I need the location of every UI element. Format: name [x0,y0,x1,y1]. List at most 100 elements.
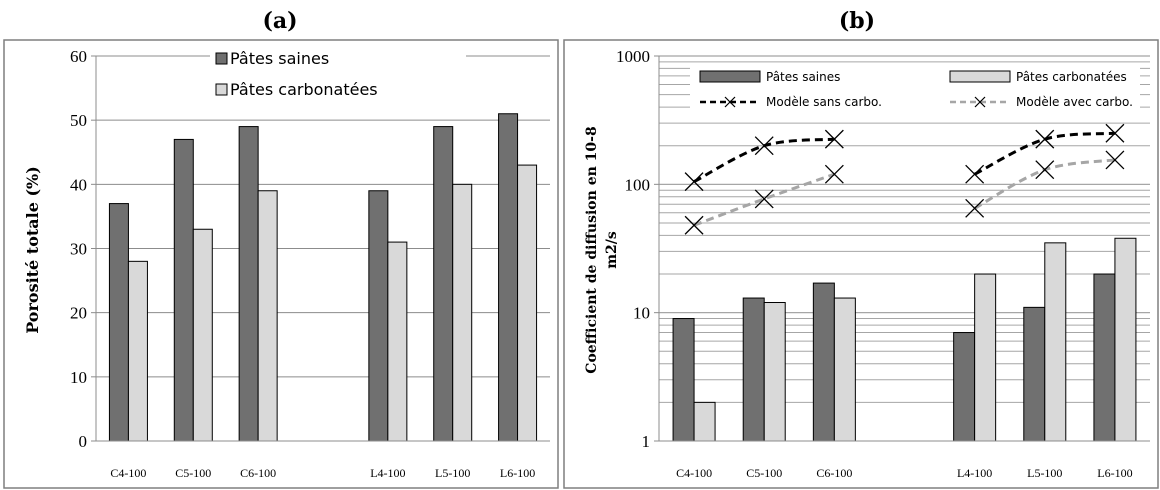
legend-b-bg [690,66,1140,110]
panel-b-title: (b) [839,8,875,34]
y-tick-label-b: 1 [642,432,651,451]
x-tick-label-b: L5-100 [1027,466,1062,480]
legend-b-swatch [699,70,761,83]
marker-stroke [824,129,844,149]
marker-stroke [684,172,704,192]
panel-a-title: (a) [262,8,297,34]
legend-b-label: Pâtes carbonatées [1016,70,1127,84]
panel-a-bars [108,113,538,442]
panel-b-grid [654,55,1150,442]
y-tick-label-a: 20 [70,304,87,323]
bar-a-saines [433,126,454,442]
model-sans-carbo-marker [1105,123,1125,143]
y-tick-label-a: 30 [70,240,87,259]
model-sans-carbo-marker [754,136,774,156]
x-tick-label-b: L6-100 [1097,466,1132,480]
marker-stroke [965,164,985,184]
panel-a-legend: Pâtes saines Pâtes carbonatées [210,42,466,99]
bar-b-saines [812,282,835,442]
bar-b-carbonatees [763,302,786,442]
model-avec-carbo-marker [754,189,774,209]
legend-a-label: Pâtes carbonatées [230,80,378,99]
marker-stroke [754,136,774,156]
legend-a-label: Pâtes saines [230,49,329,68]
x-tick-label-a: L5-100 [435,466,470,480]
panel-b-ylabel-line1: Coefficient de diffusion en 10-8 [584,126,600,373]
model-sans-carbo-marker [684,172,704,192]
legend-a-bg [210,42,466,96]
x-tick-label-a: C6-100 [240,466,276,480]
bar-a-saines [498,113,519,442]
panel-b-bars [672,237,1137,442]
legend-b-marker [724,96,736,108]
bar-b-carbonatees [1114,237,1137,442]
bar-a-carbonatees [257,190,278,442]
panel-a-grid [91,55,550,442]
x-tick-label-a: C4-100 [110,466,146,480]
x-tick-label-a: L6-100 [500,466,535,480]
model-sans-carbo-marker [965,164,985,184]
panel-a-border [3,39,559,489]
bar-a-saines [238,126,259,442]
legend-a-swatch [215,83,228,96]
tick-labels: 0 10 20 30 40 50 60 C4-100 C5-100 C6-100 L4-100 L5-… [70,47,1133,480]
marker-stroke [754,189,774,209]
x-tick-label-a: C5-100 [175,466,211,480]
axes [95,56,1150,442]
marker-stroke [684,215,704,235]
y-tick-label-a: 0 [79,432,88,451]
legend-a-swatch [215,52,228,65]
bar-a-saines [173,138,194,442]
y-tick-label-b: 1000 [616,47,650,66]
bar-b-saines [672,318,695,442]
model-avec-carbo-marker [824,164,844,184]
bar-a-carbonatees [387,241,408,442]
marker-stroke [1105,123,1125,143]
bar-b-saines [742,297,765,442]
bar-b-saines [1023,306,1046,442]
bar-b-carbonatees [693,401,716,442]
model-avec-carbo-marker [965,198,985,218]
y-tick-label-a: 40 [70,175,87,194]
bar-b-saines [953,332,976,442]
x-tick-label-b: L4-100 [957,466,992,480]
panel-b-model-lines [684,123,1125,235]
y-tick-label-b: 100 [625,175,651,194]
marker-stroke [824,164,844,184]
x-tick-label-b: C4-100 [676,466,712,480]
legend-b-marker [974,96,986,108]
panel-a-ylabel: Porosité totale (%) [23,166,42,334]
model-sans-carbo-marker [1035,129,1055,149]
model-avec-carbo-line [693,172,835,227]
legend-b-swatch [949,70,1011,83]
legend-b-label: Pâtes saines [766,70,840,84]
legend-b-label: Modèle sans carbo. [766,95,882,109]
panel-b-legend: Pâtes saines Pâtes carbonatées Modèle sans… [690,66,1140,110]
bar-a-saines [108,203,129,442]
bar-a-carbonatees [517,164,538,442]
x-tick-label-b: C5-100 [746,466,782,480]
bar-a-carbonatees [127,260,148,442]
bar-a-carbonatees [192,228,213,442]
legend-b-label: Modèle avec carbo. [1016,95,1133,109]
marker-stroke [1105,150,1125,170]
bar-b-carbonatees [974,273,997,442]
model-avec-carbo-marker [684,215,704,235]
model-sans-carbo-marker [824,129,844,149]
marker-stroke [1035,129,1055,149]
y-tick-label-a: 10 [70,368,87,387]
model-avec-carbo-marker [1105,150,1125,170]
x-tick-label-b: C6-100 [816,466,852,480]
panel-b-border [563,39,1159,489]
bar-b-carbonatees [833,297,856,442]
y-tick-label-a: 50 [70,111,87,130]
x-tick-label-a: L4-100 [370,466,405,480]
bar-b-carbonatees [1044,242,1067,442]
y-tick-label-a: 60 [70,47,87,66]
marker-stroke [965,198,985,218]
marker-stroke [1035,160,1055,180]
bar-b-saines [1093,273,1116,442]
y-tick-label-b: 10 [633,304,650,323]
model-avec-carbo-marker [1035,160,1055,180]
